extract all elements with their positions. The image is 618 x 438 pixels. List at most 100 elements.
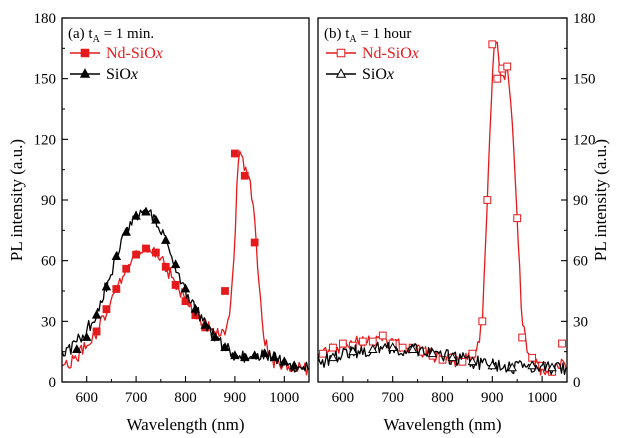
plot-frame [317, 17, 568, 383]
data-point [468, 349, 477, 358]
series-line [318, 341, 567, 376]
data-point [220, 342, 230, 352]
legend-item-nd-siox: Nd-SiOx [326, 45, 419, 62]
data-point [487, 360, 498, 370]
legend-swatch-marker [80, 48, 90, 58]
legend-item-siox: SiOx [326, 66, 394, 83]
y-tick-label: 90 [573, 193, 588, 209]
data-point [507, 362, 517, 372]
series-nd-siox [62, 149, 309, 376]
series-siox [62, 206, 309, 373]
x-axis-title: Wavelength (nm) [383, 415, 501, 434]
data-point [358, 337, 367, 346]
legend-swatch-marker [335, 68, 347, 78]
panel-a: 600 700 800 900 1000 0 30 60 90 120 150 180 Waveleng… [7, 11, 310, 434]
x-tick-label: 900 [481, 390, 504, 406]
data-point [240, 171, 249, 180]
data-point [121, 226, 131, 236]
x-tick-label: 1000 [527, 390, 557, 406]
data-point [368, 337, 377, 346]
y-tick-label: 0 [573, 375, 581, 391]
y-axis-title: PL intensity (a.u.) [591, 139, 610, 261]
data-point [101, 281, 112, 291]
data-point [279, 356, 290, 366]
data-point [161, 262, 170, 271]
data-point [190, 303, 201, 313]
data-point [249, 350, 260, 360]
data-point [250, 238, 259, 247]
x-tick-label: 1000 [269, 390, 299, 406]
legend-swatch-marker [336, 48, 346, 58]
legend-swatch-marker [79, 68, 91, 78]
panel-label: (a) tA = 1 min. [68, 26, 154, 45]
data-point [81, 332, 92, 341]
data-point [240, 352, 250, 362]
y-axis-title: PL intensity (a.u.) [7, 139, 26, 261]
data-point [122, 264, 131, 273]
x-tick-label: 700 [381, 390, 404, 406]
data-point [467, 356, 478, 366]
data-point [200, 319, 210, 329]
data-point [558, 339, 566, 348]
y-tick-label: 90 [41, 193, 56, 209]
legend-label: SiOx [362, 66, 394, 83]
legend-item-nd-siox: Nd-SiOx [70, 45, 163, 62]
data-point [387, 342, 398, 352]
y-tick-label: 150 [573, 72, 596, 88]
data-point [518, 333, 527, 342]
y-tick-label: 0 [49, 375, 57, 391]
data-point [181, 297, 190, 306]
legend-label: Nd-SiOx [106, 45, 163, 62]
data-point [161, 234, 171, 244]
y-tick-label: 180 [34, 11, 57, 27]
data-point [398, 343, 407, 352]
series-siox [318, 341, 567, 376]
series-nd-siox [318, 40, 567, 376]
data-point [478, 317, 487, 326]
data-point [111, 251, 122, 261]
x-tick-label: 900 [224, 390, 247, 406]
data-point [102, 305, 111, 314]
data-point [170, 259, 181, 269]
y-tick-label: 30 [573, 314, 588, 330]
data-point [112, 285, 121, 293]
data-point [210, 332, 220, 341]
data-point [319, 349, 327, 358]
x-tick-label: 800 [174, 390, 197, 406]
data-point [447, 352, 458, 362]
data-point [92, 327, 101, 336]
data-point [329, 343, 337, 352]
y-tick-label: 180 [573, 11, 596, 27]
y-tick-label: 120 [34, 132, 57, 148]
data-point [503, 62, 512, 71]
legend-label: SiOx [106, 66, 138, 83]
data-point [368, 344, 378, 354]
data-point [339, 339, 347, 348]
data-point [259, 348, 270, 358]
data-point [269, 352, 280, 362]
data-point [348, 346, 358, 356]
y-tick-label: 150 [34, 72, 57, 88]
data-point [407, 344, 418, 354]
data-point [289, 360, 299, 370]
data-point [221, 287, 229, 295]
data-point [427, 348, 438, 358]
series-line [318, 41, 567, 376]
y-tick-label: 60 [573, 254, 588, 270]
data-point [72, 344, 82, 354]
data-point [131, 210, 141, 220]
data-point [547, 362, 557, 372]
data-point [151, 214, 161, 224]
x-tick-label: 800 [431, 390, 454, 406]
x-tick-label: 700 [125, 390, 148, 406]
data-point [230, 350, 240, 360]
y-tick-label: 30 [41, 314, 56, 330]
data-point [328, 352, 338, 362]
data-point [91, 309, 102, 319]
data-point [180, 283, 191, 293]
data-point [488, 40, 497, 49]
data-point [231, 149, 239, 158]
data-point [483, 196, 492, 204]
panel-b: 600 700 800 900 1000 0 30 60 90 120 150 180 Waveleng… [317, 11, 610, 434]
